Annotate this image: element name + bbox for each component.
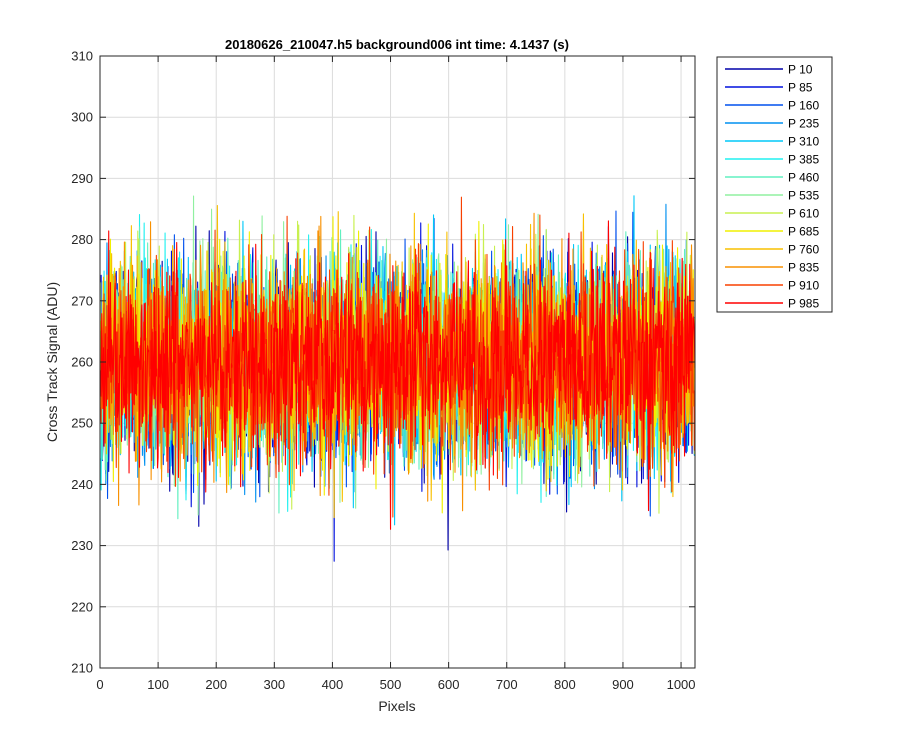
y-axis-title: Cross Track Signal (ADU): [44, 282, 60, 442]
legend-label: P 235: [788, 117, 819, 131]
x-tick-label: 700: [496, 677, 518, 692]
series-line-p-985: [100, 220, 695, 530]
y-tick-label: 210: [71, 661, 93, 676]
x-tick-label: 1000: [667, 677, 696, 692]
y-tick-label: 300: [71, 110, 93, 125]
y-tick-label: 260: [71, 355, 93, 370]
legend-label: P 910: [788, 279, 819, 293]
x-tick-label: 500: [380, 677, 402, 692]
x-tick-label: 900: [612, 677, 634, 692]
legend-label: P 985: [788, 297, 819, 311]
legend-label: P 85: [788, 81, 813, 95]
x-tick-label: 200: [205, 677, 227, 692]
y-tick-label: 240: [71, 477, 93, 492]
y-tick-label: 250: [71, 416, 93, 431]
legend-label: P 610: [788, 207, 819, 221]
y-tick-label: 270: [71, 293, 93, 308]
y-tick-label: 280: [71, 232, 93, 247]
legend-label: P 160: [788, 99, 819, 113]
legend-label: P 535: [788, 189, 819, 203]
x-tick-label: 600: [438, 677, 460, 692]
axis-ticks: [99, 55, 695, 669]
x-tick-label: 400: [322, 677, 344, 692]
y-tick-labels: 210 220 230 240 250 260 270 280 290 300 310: [71, 49, 93, 676]
legend-label: P 460: [788, 171, 819, 185]
legend-label: P 310: [788, 135, 819, 149]
x-tick-label: 0: [96, 677, 103, 692]
x-tick-label: 300: [263, 677, 285, 692]
x-tick-labels: 0 100 200 300 400 500 600 700 800 900 1000: [96, 677, 695, 692]
legend-label: P 685: [788, 225, 819, 239]
x-axis-title: Pixels: [378, 698, 415, 714]
legend: P 10 P 85 P 160 P 235 P 310 P 385 P 460 P 535 P …: [716, 56, 833, 313]
y-tick-label: 220: [71, 599, 93, 614]
x-tick-label: 100: [147, 677, 169, 692]
series-lines: [100, 195, 695, 562]
chart-title: 20180626_210047.h5 background006 int tim…: [225, 37, 569, 52]
y-tick-label: 310: [71, 49, 93, 64]
y-tick-label: 290: [71, 171, 93, 186]
legend-label: P 385: [788, 153, 819, 167]
legend-box: [716, 56, 833, 313]
legend-label: P 760: [788, 243, 819, 257]
legend-label: P 10: [788, 63, 813, 77]
y-tick-label: 230: [71, 538, 93, 553]
legend-label: P 835: [788, 261, 819, 275]
x-tick-label: 800: [554, 677, 576, 692]
